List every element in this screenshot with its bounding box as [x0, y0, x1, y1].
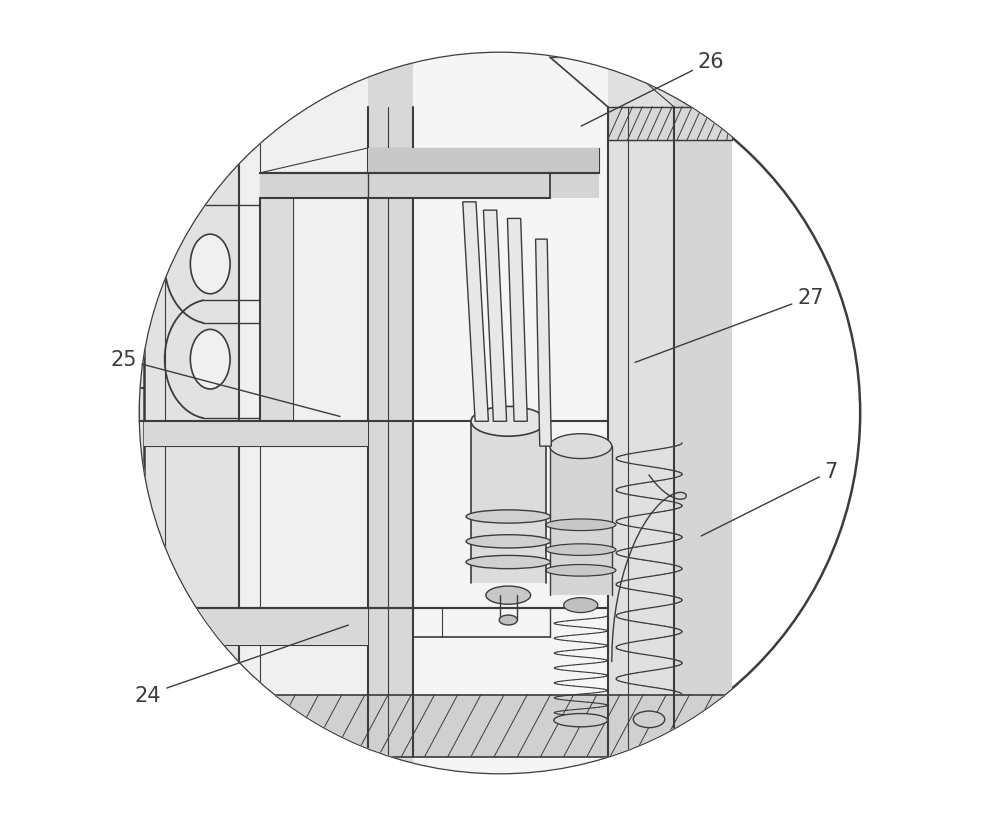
- Bar: [260, 198, 293, 422]
- Bar: [239, 41, 368, 786]
- Text: 24: 24: [135, 625, 348, 705]
- Text: 7: 7: [701, 461, 838, 536]
- Text: 26: 26: [581, 52, 724, 127]
- Bar: [413, 41, 608, 786]
- Bar: [608, 41, 674, 786]
- Bar: [144, 608, 368, 645]
- Bar: [144, 422, 368, 447]
- Bar: [368, 41, 413, 786]
- Polygon shape: [483, 211, 507, 422]
- Ellipse shape: [190, 235, 230, 294]
- Ellipse shape: [546, 519, 616, 531]
- Ellipse shape: [466, 510, 551, 523]
- Bar: [140, 41, 239, 786]
- Ellipse shape: [190, 330, 230, 390]
- Bar: [260, 174, 599, 198]
- Bar: [471, 422, 546, 583]
- Bar: [368, 149, 599, 174]
- Text: 27: 27: [635, 288, 824, 363]
- Ellipse shape: [486, 586, 531, 605]
- Polygon shape: [608, 108, 732, 141]
- Polygon shape: [507, 219, 527, 422]
- Ellipse shape: [546, 544, 616, 556]
- Ellipse shape: [546, 565, 616, 576]
- Ellipse shape: [564, 598, 598, 613]
- Ellipse shape: [550, 434, 612, 459]
- Bar: [239, 695, 732, 757]
- Ellipse shape: [554, 714, 608, 727]
- Ellipse shape: [466, 535, 551, 548]
- Bar: [674, 41, 732, 786]
- Polygon shape: [463, 203, 488, 422]
- Bar: [550, 447, 612, 595]
- Ellipse shape: [499, 615, 517, 625]
- Ellipse shape: [633, 711, 665, 728]
- Text: 25: 25: [110, 350, 340, 417]
- Ellipse shape: [189, 648, 232, 683]
- Polygon shape: [536, 240, 551, 447]
- Circle shape: [140, 54, 860, 773]
- Ellipse shape: [466, 556, 551, 569]
- Ellipse shape: [471, 407, 546, 437]
